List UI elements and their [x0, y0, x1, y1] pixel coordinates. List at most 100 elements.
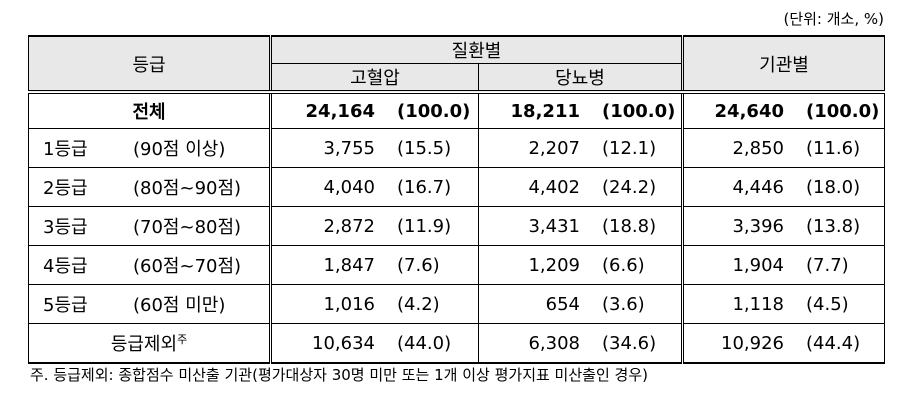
grade-wrap: 4등급 (60점~70점) — [29, 252, 269, 278]
value-wrap: 4,040 (16.7) — [272, 177, 478, 198]
excluded-name: 등급제외 — [110, 334, 178, 355]
value-wrap: 3,396 (13.8) — [684, 216, 884, 237]
grade-wrap: 5등급 (60점 미만) — [29, 291, 269, 317]
value-cell: 1,016 (4.2) — [269, 284, 479, 324]
percent: (18.0) — [806, 176, 861, 198]
value-wrap: 4,446 (18.0) — [684, 177, 884, 198]
grade-wrap: 1등급 (90점 이상) — [29, 135, 269, 161]
value-cell: 4,446 (18.0) — [681, 167, 885, 207]
header-institution: 기관별 — [681, 35, 885, 94]
header-grade: 등급 — [28, 35, 271, 94]
value-cell: 1,118 (4.5) — [681, 284, 885, 324]
percent: (44.0) — [397, 332, 452, 354]
percent: (44.4) — [806, 332, 861, 354]
count: 6,308 — [528, 332, 580, 354]
count: 2,207 — [528, 137, 580, 159]
value-wrap: 10,634 (44.0) — [272, 333, 478, 354]
grade-row: 2등급 (80점~90점) 4,040 (16.7) 4,402 (24.2) 4,446 (… — [28, 167, 885, 207]
excluded-label: 등급제외주 — [28, 323, 271, 364]
value-wrap: 2,207 (12.1) — [479, 138, 681, 159]
count: 24,164 — [305, 100, 375, 122]
count: 18,211 — [510, 100, 580, 122]
grade-range: (90점 이상) — [133, 139, 226, 160]
grade-row: 5등급 (60점 미만) 1,016 (4.2) 654 (3.6) 1,118 (4.5) — [28, 284, 885, 324]
percent: (100.0) — [602, 100, 676, 122]
percent: (100.0) — [397, 100, 471, 122]
value-cell: 3,431 (18.8) — [478, 206, 683, 246]
count: 1,016 — [323, 293, 375, 315]
value-wrap: 6,308 (34.6) — [479, 333, 681, 354]
value-cell: 654 (3.6) — [478, 284, 683, 324]
percent: (7.6) — [397, 254, 440, 276]
grade-name: 3등급 — [43, 217, 88, 238]
value-wrap: 2,872 (11.9) — [272, 216, 478, 237]
value-wrap: 24,640 (100.0) — [684, 101, 884, 122]
percent: (24.2) — [602, 176, 657, 198]
value-wrap: 654 (3.6) — [479, 294, 681, 315]
value-wrap: 2,850 (11.6) — [684, 138, 884, 159]
value-wrap: 18,211 (100.0) — [479, 101, 681, 122]
grade-row: 4등급 (60점~70점) 1,847 (7.6) 1,209 (6.6) 1,904 (7.… — [28, 245, 885, 285]
grade-row: 3등급 (70점~80점) 2,872 (11.9) 3,431 (18.8) 3,396 (… — [28, 206, 885, 246]
value-wrap: 3,431 (18.8) — [479, 216, 681, 237]
total-row: 전체 24,164 (100.0) 18,211 (100.0) 24,640 (100.0… — [28, 91, 885, 129]
table-body: 전체 24,164 (100.0) 18,211 (100.0) 24,640 (100.0… — [28, 91, 885, 364]
total-label: 전체 — [28, 91, 271, 129]
value-wrap: 3,755 (15.5) — [272, 138, 478, 159]
count: 654 — [545, 293, 580, 315]
count: 10,634 — [312, 332, 375, 354]
value-cell: 2,850 (11.6) — [681, 128, 885, 168]
value-cell: 2,872 (11.9) — [269, 206, 479, 246]
value-cell: 24,640 (100.0) — [681, 91, 885, 129]
count: 2,850 — [732, 137, 784, 159]
excluded-mark: 주 — [177, 333, 188, 346]
percent: (6.6) — [602, 254, 645, 276]
grade-wrap: 2등급 (80점~90점) — [29, 174, 269, 200]
header-disease: 질환별 — [269, 35, 683, 64]
count: 24,640 — [714, 100, 784, 122]
grade-cell: 3등급 (70점~80점) — [28, 206, 271, 246]
grade-name: 5등급 — [43, 295, 88, 316]
value-wrap: 1,847 (7.6) — [272, 255, 478, 276]
value-wrap: 1,118 (4.5) — [684, 294, 884, 315]
grade-range: (70점~80점) — [133, 217, 242, 238]
percent: (100.0) — [806, 100, 880, 122]
percent: (18.8) — [602, 215, 657, 237]
value-cell: 2,207 (12.1) — [478, 128, 683, 168]
value-cell: 1,847 (7.6) — [269, 245, 479, 285]
percent: (34.6) — [602, 332, 657, 354]
percent: (16.7) — [397, 176, 452, 198]
grade-cell: 5등급 (60점 미만) — [28, 284, 271, 324]
unit-note: (단위: 개소, %) — [783, 10, 884, 28]
percent: (4.5) — [806, 293, 849, 315]
header-diabetes: 당뇨병 — [478, 63, 683, 94]
count: 3,755 — [323, 137, 375, 159]
value-wrap: 1,016 (4.2) — [272, 294, 478, 315]
percent: (4.2) — [397, 293, 440, 315]
percent: (11.6) — [806, 137, 861, 159]
count: 2,872 — [323, 215, 375, 237]
grade-cell: 2등급 (80점~90점) — [28, 167, 271, 207]
percent: (11.9) — [397, 215, 452, 237]
grade-row: 1등급 (90점 이상) 3,755 (15.5) 2,207 (12.1) 2,850 (1… — [28, 128, 885, 168]
grade-range: (80점~90점) — [133, 178, 242, 199]
count: 1,847 — [323, 254, 375, 276]
excluded-row: 등급제외주 10,634 (44.0) 6,308 (34.6) 10,926 (44.4) — [28, 323, 885, 364]
grade-name: 1등급 — [43, 139, 88, 160]
grade-name: 4등급 — [43, 256, 88, 277]
grade-name: 2등급 — [43, 178, 88, 199]
percent: (13.8) — [806, 215, 861, 237]
count: 1,209 — [528, 254, 580, 276]
value-cell: 1,209 (6.6) — [478, 245, 683, 285]
grade-wrap: 3등급 (70점~80점) — [29, 213, 269, 239]
count: 3,396 — [732, 215, 784, 237]
value-wrap: 1,904 (7.7) — [684, 255, 884, 276]
grade-table: 등급 질환별 기관별 고혈압 당뇨병 전체 24,164 (100.0) 18,211… — [28, 35, 885, 364]
value-cell: 1,904 (7.7) — [681, 245, 885, 285]
value-cell: 3,396 (13.8) — [681, 206, 885, 246]
value-cell: 6,308 (34.6) — [478, 323, 683, 364]
percent: (15.5) — [397, 137, 452, 159]
value-cell: 4,040 (16.7) — [269, 167, 479, 207]
percent: (12.1) — [602, 137, 657, 159]
